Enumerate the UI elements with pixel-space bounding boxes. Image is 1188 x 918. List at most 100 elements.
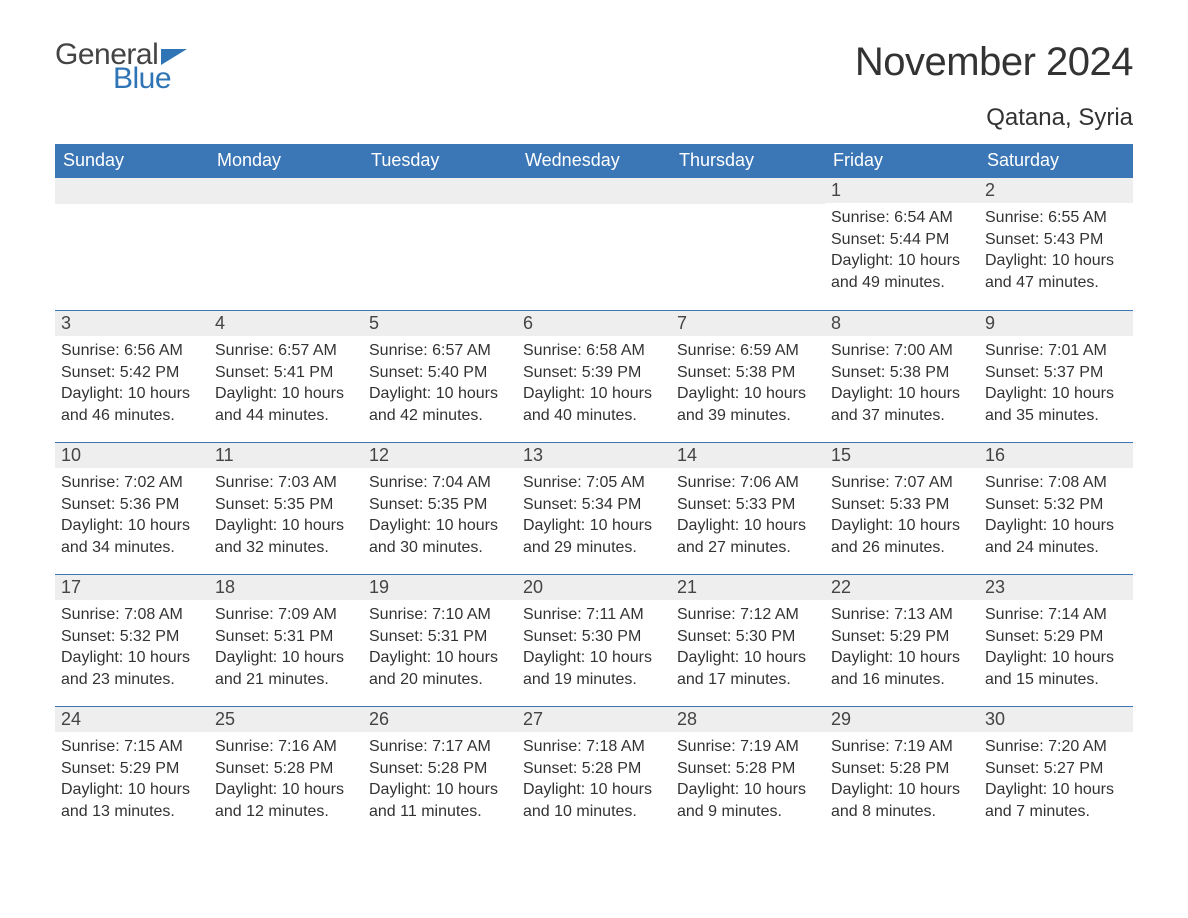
sunrise-line: Sunrise: 6:55 AM — [985, 207, 1127, 229]
sunrise-line: Sunrise: 7:08 AM — [985, 472, 1127, 494]
weekday-header-row: SundayMondayTuesdayWednesdayThursdayFrid… — [55, 144, 1133, 178]
day-number: 21 — [671, 575, 825, 600]
day-details: Sunrise: 7:03 AMSunset: 5:35 PMDaylight:… — [209, 468, 363, 564]
daylight-line: Daylight: 10 hours and 16 minutes. — [831, 647, 973, 690]
sunset-line: Sunset: 5:28 PM — [369, 758, 511, 780]
location-subtitle: Qatana, Syria — [55, 104, 1133, 132]
sunrise-line: Sunrise: 7:03 AM — [215, 472, 357, 494]
day-number: 29 — [825, 707, 979, 732]
daylight-line: Daylight: 10 hours and 42 minutes. — [369, 383, 511, 426]
calendar-day: 16Sunrise: 7:08 AMSunset: 5:32 PMDayligh… — [979, 443, 1133, 574]
calendar-grid: SundayMondayTuesdayWednesdayThursdayFrid… — [55, 144, 1133, 838]
sunrise-line: Sunrise: 7:20 AM — [985, 736, 1127, 758]
daylight-line: Daylight: 10 hours and 15 minutes. — [985, 647, 1127, 690]
weekday-header: Tuesday — [363, 144, 517, 178]
calendar-day: 28Sunrise: 7:19 AMSunset: 5:28 PMDayligh… — [671, 707, 825, 838]
day-number: 28 — [671, 707, 825, 732]
sunset-line: Sunset: 5:44 PM — [831, 229, 973, 251]
day-number: 1 — [825, 178, 979, 203]
sunset-line: Sunset: 5:34 PM — [523, 494, 665, 516]
sunset-line: Sunset: 5:32 PM — [61, 626, 203, 648]
page-title: November 2024 — [855, 40, 1133, 85]
day-details: Sunrise: 7:08 AMSunset: 5:32 PMDaylight:… — [979, 468, 1133, 564]
day-details: Sunrise: 7:11 AMSunset: 5:30 PMDaylight:… — [517, 600, 671, 696]
day-details: Sunrise: 7:12 AMSunset: 5:30 PMDaylight:… — [671, 600, 825, 696]
day-number: 19 — [363, 575, 517, 600]
calendar-day: 10Sunrise: 7:02 AMSunset: 5:36 PMDayligh… — [55, 443, 209, 574]
calendar-day: 2Sunrise: 6:55 AMSunset: 5:43 PMDaylight… — [979, 178, 1133, 310]
sunrise-line: Sunrise: 7:13 AM — [831, 604, 973, 626]
daylight-line: Daylight: 10 hours and 8 minutes. — [831, 779, 973, 822]
sunrise-line: Sunrise: 7:12 AM — [677, 604, 819, 626]
weekday-header: Saturday — [979, 144, 1133, 178]
calendar-day: 26Sunrise: 7:17 AMSunset: 5:28 PMDayligh… — [363, 707, 517, 838]
daylight-line: Daylight: 10 hours and 26 minutes. — [831, 515, 973, 558]
sunset-line: Sunset: 5:37 PM — [985, 362, 1127, 384]
daylight-line: Daylight: 10 hours and 7 minutes. — [985, 779, 1127, 822]
sunrise-line: Sunrise: 7:01 AM — [985, 340, 1127, 362]
day-details: Sunrise: 6:57 AMSunset: 5:41 PMDaylight:… — [209, 336, 363, 432]
sunrise-line: Sunrise: 7:07 AM — [831, 472, 973, 494]
day-number: 20 — [517, 575, 671, 600]
day-details: Sunrise: 7:04 AMSunset: 5:35 PMDaylight:… — [363, 468, 517, 564]
day-details: Sunrise: 7:06 AMSunset: 5:33 PMDaylight:… — [671, 468, 825, 564]
calendar-day: 29Sunrise: 7:19 AMSunset: 5:28 PMDayligh… — [825, 707, 979, 838]
day-number: 8 — [825, 311, 979, 336]
day-number — [209, 178, 363, 204]
day-number: 18 — [209, 575, 363, 600]
day-number — [671, 178, 825, 204]
day-details: Sunrise: 7:08 AMSunset: 5:32 PMDaylight:… — [55, 600, 209, 696]
day-details: Sunrise: 7:14 AMSunset: 5:29 PMDaylight:… — [979, 600, 1133, 696]
calendar-week: 17Sunrise: 7:08 AMSunset: 5:32 PMDayligh… — [55, 574, 1133, 706]
day-number: 14 — [671, 443, 825, 468]
calendar-day: 24Sunrise: 7:15 AMSunset: 5:29 PMDayligh… — [55, 707, 209, 838]
calendar-day: 17Sunrise: 7:08 AMSunset: 5:32 PMDayligh… — [55, 575, 209, 706]
sunset-line: Sunset: 5:38 PM — [677, 362, 819, 384]
day-details: Sunrise: 7:07 AMSunset: 5:33 PMDaylight:… — [825, 468, 979, 564]
weekday-header: Wednesday — [517, 144, 671, 178]
calendar-week: 1Sunrise: 6:54 AMSunset: 5:44 PMDaylight… — [55, 178, 1133, 310]
sunrise-line: Sunrise: 7:11 AM — [523, 604, 665, 626]
daylight-line: Daylight: 10 hours and 40 minutes. — [523, 383, 665, 426]
sunset-line: Sunset: 5:30 PM — [523, 626, 665, 648]
day-details: Sunrise: 6:54 AMSunset: 5:44 PMDaylight:… — [825, 203, 979, 299]
calendar-day: 6Sunrise: 6:58 AMSunset: 5:39 PMDaylight… — [517, 311, 671, 442]
sunrise-line: Sunrise: 7:17 AM — [369, 736, 511, 758]
sunrise-line: Sunrise: 6:56 AM — [61, 340, 203, 362]
day-number: 10 — [55, 443, 209, 468]
sunrise-line: Sunrise: 7:04 AM — [369, 472, 511, 494]
day-details: Sunrise: 7:13 AMSunset: 5:29 PMDaylight:… — [825, 600, 979, 696]
day-number: 16 — [979, 443, 1133, 468]
calendar-day: 30Sunrise: 7:20 AMSunset: 5:27 PMDayligh… — [979, 707, 1133, 838]
daylight-line: Daylight: 10 hours and 27 minutes. — [677, 515, 819, 558]
calendar-day — [671, 178, 825, 310]
day-details: Sunrise: 7:01 AMSunset: 5:37 PMDaylight:… — [979, 336, 1133, 432]
sunrise-line: Sunrise: 7:19 AM — [831, 736, 973, 758]
day-details: Sunrise: 6:56 AMSunset: 5:42 PMDaylight:… — [55, 336, 209, 432]
calendar-day: 15Sunrise: 7:07 AMSunset: 5:33 PMDayligh… — [825, 443, 979, 574]
sunrise-line: Sunrise: 7:19 AM — [677, 736, 819, 758]
day-number: 12 — [363, 443, 517, 468]
brand-logo: General Blue — [55, 40, 187, 94]
sunset-line: Sunset: 5:31 PM — [369, 626, 511, 648]
sunset-line: Sunset: 5:30 PM — [677, 626, 819, 648]
sunset-line: Sunset: 5:29 PM — [831, 626, 973, 648]
calendar-day: 22Sunrise: 7:13 AMSunset: 5:29 PMDayligh… — [825, 575, 979, 706]
calendar-day: 19Sunrise: 7:10 AMSunset: 5:31 PMDayligh… — [363, 575, 517, 706]
day-number: 6 — [517, 311, 671, 336]
daylight-line: Daylight: 10 hours and 30 minutes. — [369, 515, 511, 558]
sunrise-line: Sunrise: 7:18 AM — [523, 736, 665, 758]
sunset-line: Sunset: 5:29 PM — [61, 758, 203, 780]
daylight-line: Daylight: 10 hours and 24 minutes. — [985, 515, 1127, 558]
daylight-line: Daylight: 10 hours and 12 minutes. — [215, 779, 357, 822]
sunrise-line: Sunrise: 7:02 AM — [61, 472, 203, 494]
day-details: Sunrise: 6:55 AMSunset: 5:43 PMDaylight:… — [979, 203, 1133, 299]
day-details: Sunrise: 7:10 AMSunset: 5:31 PMDaylight:… — [363, 600, 517, 696]
day-number: 27 — [517, 707, 671, 732]
sunset-line: Sunset: 5:39 PM — [523, 362, 665, 384]
day-number — [363, 178, 517, 204]
daylight-line: Daylight: 10 hours and 35 minutes. — [985, 383, 1127, 426]
day-details: Sunrise: 6:57 AMSunset: 5:40 PMDaylight:… — [363, 336, 517, 432]
calendar-day — [363, 178, 517, 310]
calendar-day: 14Sunrise: 7:06 AMSunset: 5:33 PMDayligh… — [671, 443, 825, 574]
